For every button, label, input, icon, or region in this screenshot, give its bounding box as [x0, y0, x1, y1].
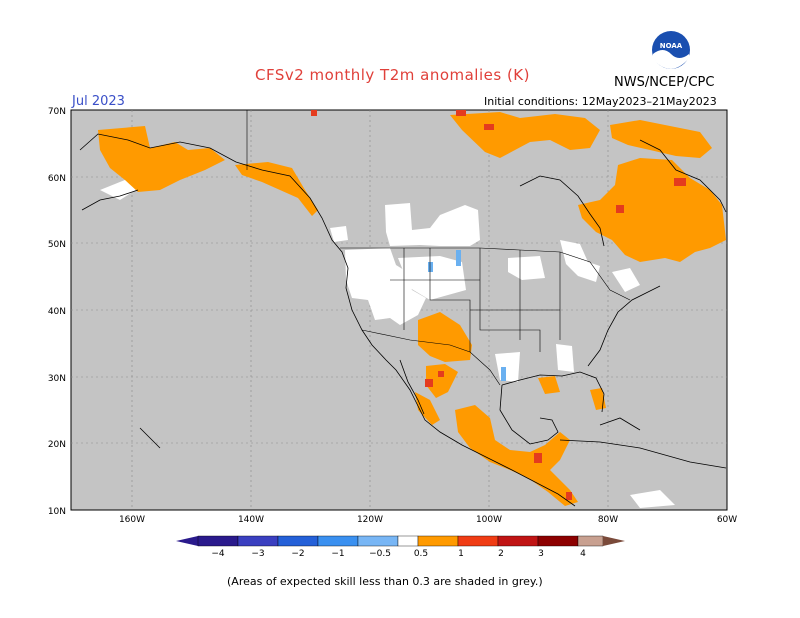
lat-label: 10N: [48, 507, 66, 517]
lon-label: 160W: [119, 515, 145, 525]
colorbar-tick: −1: [331, 549, 344, 559]
colorbar-segment: [537, 535, 579, 547]
colorbar-segment: [577, 535, 604, 547]
lon-label: 120W: [357, 515, 383, 525]
hot-anomaly-spots: [311, 110, 686, 500]
colorbar-segment: [197, 535, 239, 547]
colorbar-segment: [397, 535, 419, 547]
lat-label: 20N: [48, 440, 66, 450]
organization-label: NWS/NCEP/CPC: [614, 75, 715, 90]
colorbar-right-arrow: [603, 536, 625, 546]
lon-label: 60W: [717, 515, 737, 525]
lat-label: 70N: [48, 107, 66, 117]
colorbar-tick: −0.5: [369, 549, 391, 559]
colorbar-tick: 4: [580, 549, 586, 559]
colorbar-tick: 2: [498, 549, 504, 559]
lon-label: 80W: [598, 515, 618, 525]
logo-wave: [653, 50, 689, 69]
colorbar: −4 −3 −2 −1 −0.5 0.5 1 2 3 4: [176, 535, 625, 559]
political-borders: [246, 110, 631, 386]
map-title: CFSv2 monthly T2m anomalies (K): [255, 66, 530, 84]
lat-label: 30N: [48, 374, 66, 384]
lat-label: 40N: [48, 307, 66, 317]
colorbar-left-arrow: [176, 536, 198, 546]
noaa-logo: NOAA: [652, 31, 690, 69]
forecast-month: Jul 2023: [72, 94, 125, 109]
coastlines: [79, 133, 727, 507]
warm-anomaly-regions: [98, 112, 726, 506]
neutral-anomaly-regions: [100, 178, 675, 508]
lat-label: 60N: [48, 174, 66, 184]
colorbar-segment: [497, 535, 539, 547]
colorbar-segment: [237, 535, 279, 547]
colorbar-segment: [417, 535, 459, 547]
colorbar-tick: 0.5: [414, 549, 428, 559]
colorbar-segment: [357, 535, 399, 547]
lat-label: 50N: [48, 240, 66, 250]
colorbar-segment: [277, 535, 319, 547]
skill-footnote: (Areas of expected skill less than 0.3 a…: [227, 575, 543, 588]
latitude-labels: 70N 60N 50N 40N 30N 20N 10N: [48, 107, 66, 517]
colorbar-segment: [317, 535, 359, 547]
colorbar-tick: 1: [458, 549, 464, 559]
initial-conditions: Initial conditions: 12May2023–21May2023: [484, 95, 717, 108]
logo-text: NOAA: [660, 42, 683, 50]
colorbar-tick: −3: [251, 549, 264, 559]
colorbar-tick: −4: [211, 549, 225, 559]
colorbar-segment: [457, 535, 499, 547]
colorbar-tick: −2: [291, 549, 304, 559]
colorbar-tick: 3: [538, 549, 544, 559]
cool-anomaly-spots: [428, 250, 506, 381]
lon-label: 100W: [476, 515, 502, 525]
lon-label: 140W: [238, 515, 264, 525]
longitude-labels: 160W 140W 120W 100W 80W 60W: [119, 515, 737, 525]
